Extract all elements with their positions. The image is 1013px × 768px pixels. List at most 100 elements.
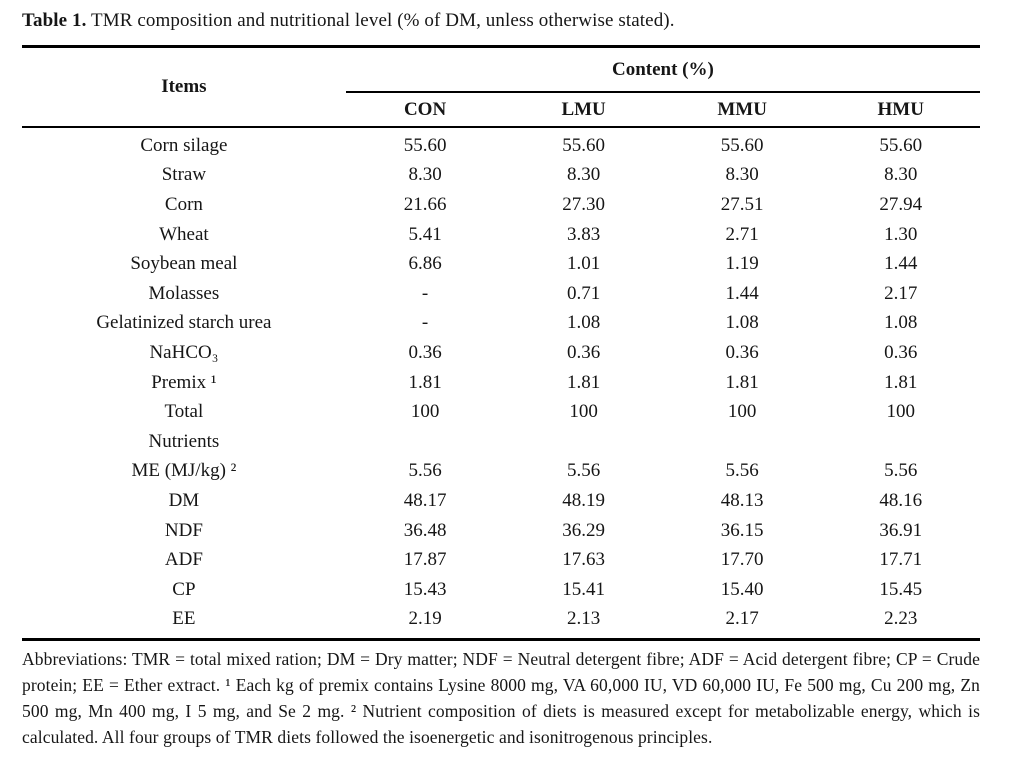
table-row: DM 48.17 48.19 48.13 48.16 [22, 486, 980, 516]
value-cell: 5.56 [725, 460, 759, 482]
column-header-con: CON [345, 92, 505, 128]
value-cell: 15.41 [562, 578, 605, 600]
table-row: NDF 36.48 36.29 36.15 36.91 [22, 516, 980, 546]
table-row: Corn 21.66 27.30 27.51 27.94 [22, 190, 980, 220]
value-cell: 0.36 [884, 341, 918, 363]
value-cell: 2.23 [884, 608, 918, 630]
row-label: Corn [164, 193, 203, 215]
row-label: Total [164, 401, 204, 423]
value-cell: 2.17 [884, 282, 918, 304]
value-cell: 27.51 [720, 193, 764, 215]
value-cell: 36.48 [403, 519, 447, 541]
table-row: NaHCO₃ 0.36 0.36 0.36 0.36 [22, 338, 980, 368]
row-label: EE [172, 608, 196, 630]
value-cell: 17.87 [403, 549, 447, 571]
table-caption-text: TMR composition and nutritional level (%… [91, 10, 675, 31]
value-cell: 36.29 [562, 519, 605, 541]
value-cell: 48.13 [720, 489, 764, 511]
table-row: Molasses - 0.71 1.44 2.17 [22, 279, 980, 309]
row-label: Corn silage [140, 134, 228, 156]
value-cell: 1.81 [566, 371, 601, 393]
header-row-groups: CON LMU MMU HMU [22, 92, 980, 128]
value-cell: 100 [886, 401, 915, 423]
value-cell: 48.16 [879, 489, 923, 511]
table-footnote: Abbreviations: TMR = total mixed ration;… [22, 649, 980, 748]
value-cell: 2.17 [725, 608, 759, 630]
value-cell: 100 [727, 401, 757, 423]
value-cell: - [421, 282, 429, 304]
column-header-lmu: LMU [504, 92, 663, 128]
row-label: Wheat [159, 223, 209, 245]
column-header-content: Content (%) [345, 46, 980, 93]
column-header-mmu: MMU [662, 92, 822, 128]
column-header-items: Items [22, 46, 346, 128]
value-cell: 5.56 [884, 460, 918, 482]
table-row: Soybean meal 6.86 1.01 1.19 1.44 [22, 249, 980, 279]
column-header-hmu: HMU [821, 92, 980, 128]
tmr-composition-table: Items Content (%) CON LMU MMU HMU Corn s… [22, 45, 980, 642]
value-cell [821, 427, 980, 457]
value-cell: 1.44 [725, 282, 759, 304]
value-cell: 15.45 [879, 578, 923, 600]
table-row: Corn silage 55.60 55.60 55.60 55.60 [22, 127, 980, 161]
header-row-content: Items Content (%) [22, 46, 980, 128]
row-label: NDF [164, 519, 203, 541]
value-cell: 100 [569, 401, 598, 423]
value-cell: 15.40 [720, 578, 764, 600]
value-cell: 0.36 [725, 341, 759, 363]
row-label: ME (MJ/kg) ² [131, 460, 237, 482]
table-row: Premix ¹ 1.81 1.81 1.81 1.81 [22, 368, 980, 398]
row-label: ADF [164, 549, 203, 571]
value-cell: 2.13 [566, 608, 601, 630]
value-cell: 8.30 [884, 164, 918, 186]
value-cell: 55.60 [879, 134, 923, 156]
row-label: DM [168, 489, 200, 511]
row-label: Straw [161, 164, 207, 186]
value-cell: 55.60 [720, 134, 764, 156]
value-cell: 15.43 [403, 578, 447, 600]
value-cell: 1.30 [884, 223, 918, 245]
table-row: CP 15.43 15.41 15.40 15.45 [22, 575, 980, 605]
value-cell: 1.01 [566, 253, 601, 275]
table-row: EE 2.19 2.13 2.17 2.23 [22, 605, 980, 640]
row-label: NaHCO₃ [149, 341, 219, 363]
table-row: Gelatinized starch urea - 1.08 1.08 1.08 [22, 309, 980, 339]
value-cell: 17.71 [879, 549, 923, 571]
row-label: Molasses [148, 282, 220, 304]
row-label: Gelatinized starch urea [96, 312, 272, 334]
row-label: Premix ¹ [151, 371, 217, 393]
table-row: ME (MJ/kg) ² 5.56 5.56 5.56 5.56 [22, 457, 980, 487]
table-header: Items Content (%) CON LMU MMU HMU [22, 46, 980, 128]
table-row: ADF 17.87 17.63 17.70 17.71 [22, 545, 980, 575]
value-cell: 1.08 [566, 312, 601, 334]
value-cell: 21.66 [403, 193, 447, 215]
value-cell: 1.81 [725, 371, 759, 393]
value-cell: 1.08 [884, 312, 918, 334]
value-cell [504, 427, 663, 457]
value-cell: 8.30 [566, 164, 601, 186]
value-cell: 1.81 [408, 371, 442, 393]
table-caption-label: Table 1. [22, 10, 87, 31]
value-cell: 0.71 [566, 282, 601, 304]
value-cell [346, 427, 505, 457]
value-cell: 1.08 [725, 312, 759, 334]
row-label: CP [172, 578, 196, 600]
value-cell: 0.36 [408, 341, 442, 363]
value-cell: 27.30 [562, 193, 605, 215]
value-cell: 36.91 [879, 519, 923, 541]
table-body: Corn silage 55.60 55.60 55.60 55.60 Straw 8.30… [22, 127, 980, 640]
value-cell: 5.56 [566, 460, 601, 482]
value-cell: 1.81 [884, 371, 918, 393]
value-cell: 1.19 [725, 253, 759, 275]
value-cell: 55.60 [403, 134, 447, 156]
table-row: Nutrients [22, 427, 980, 457]
value-cell: 6.86 [408, 253, 442, 275]
value-cell: 0.36 [566, 341, 601, 363]
value-cell: 48.19 [562, 489, 605, 511]
row-label: Soybean meal [130, 253, 238, 275]
value-cell: 5.41 [408, 223, 442, 245]
table-caption: Table 1. TMR composition and nutritional… [22, 10, 986, 32]
value-cell: 100 [410, 401, 440, 423]
value-cell: 5.56 [408, 460, 442, 482]
